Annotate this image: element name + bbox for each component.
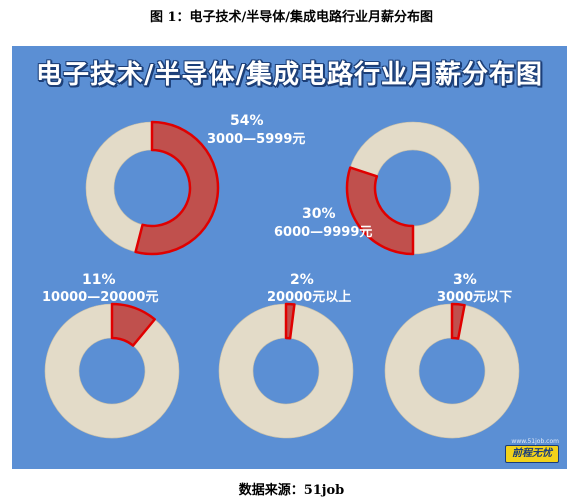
- donut-highlight-slice-3: [110, 302, 156, 347]
- label-range-4: 20000元以上: [267, 290, 352, 305]
- donut-highlight-slice-1: [134, 120, 220, 256]
- donut-chart-3: [44, 302, 180, 439]
- label-percent-5: 3%: [453, 272, 477, 288]
- logo-url: www.51job.com: [511, 438, 559, 445]
- donut-remainder-slice-3: [44, 303, 180, 439]
- label-percent-4: 2%: [290, 272, 314, 288]
- label-range-2: 6000—9999元: [274, 225, 373, 240]
- data-source: 数据来源：51job: [238, 483, 345, 498]
- label-range-1: 3000—5999元: [207, 132, 306, 147]
- figure-caption: 图 1：电子技术/半导体/集成电路行业月薪分布图: [149, 10, 434, 25]
- donut-remainder-slice-4: [218, 303, 354, 439]
- donut-remainder-slice-5: [384, 303, 520, 439]
- label-range-3: 10000—20000元: [42, 290, 159, 305]
- donut-remainder-slice-2: [349, 121, 480, 255]
- donut-chart-5: [384, 302, 520, 439]
- infographic-panel: 电子技术/半导体/集成电路行业月薪分布图 54% 3000—5999元 30% …: [12, 46, 567, 469]
- label-percent-2: 30%: [302, 206, 336, 222]
- donut-highlight-slice-5: [450, 302, 466, 340]
- panel-title: 电子技术/半导体/集成电路行业月薪分布图: [36, 60, 543, 90]
- donut-chart-1: [85, 120, 220, 256]
- donut-charts: [44, 120, 520, 439]
- label-range-5: 3000元以下: [437, 290, 513, 305]
- label-percent-1: 54%: [230, 113, 264, 129]
- donut-highlight-slice-4: [284, 302, 296, 340]
- logo-brand: 前程无忧: [505, 445, 559, 463]
- brand-logo: www.51job.com 前程无忧: [501, 438, 559, 463]
- donut-highlight-slice-2: [345, 166, 415, 256]
- donut-chart-4: [218, 302, 354, 439]
- donut-chart-2: [345, 121, 480, 256]
- label-percent-3: 11%: [82, 272, 116, 288]
- donut-remainder-slice-1: [85, 121, 153, 253]
